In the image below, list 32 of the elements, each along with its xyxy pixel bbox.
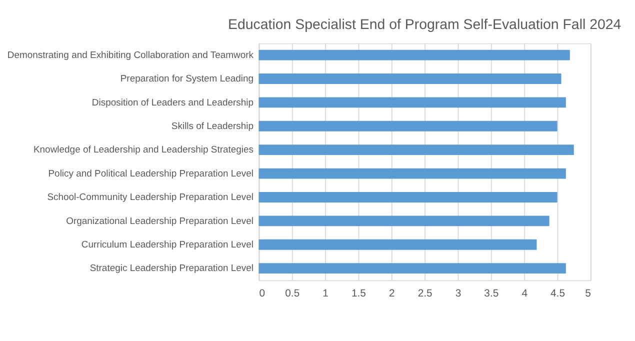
bar (258, 168, 566, 179)
bar (258, 239, 537, 250)
x-tick-label: 4.5 (550, 288, 566, 300)
y-tick-label: Organizational Leadership Preparation Level (66, 216, 254, 227)
x-tick-label: 1.5 (351, 288, 366, 300)
x-tick-label: 2 (389, 288, 395, 300)
bar (258, 216, 550, 226)
x-tick-label: 4 (522, 288, 528, 300)
chart-title: Education Specialist End of Program Self-Evaluation Fall 2024 (228, 17, 622, 33)
x-tick-label: 5 (585, 288, 592, 300)
x-tick-label: 3.5 (484, 288, 499, 300)
bar (258, 263, 566, 274)
y-tick-label: School-Community Leadership Preparation Level (47, 192, 254, 204)
y-tick-label: Policy and Political Leadership Preparation Level (48, 168, 254, 180)
y-tick-label: Knowledge of Leadership and Leadership Strategies (33, 144, 254, 156)
y-tick-label: Disposition of Leaders and Leadership (92, 97, 254, 108)
x-tick-label: 0 (259, 288, 266, 300)
y-tick-label: Demonstrating and Exhibiting Collaboration and Teamwork (7, 50, 254, 61)
bar (258, 74, 562, 84)
x-tick-label: 1 (322, 288, 329, 300)
bar (258, 144, 574, 156)
x-tick-label: 2.5 (418, 288, 433, 300)
x-tick-label: 3 (455, 288, 462, 300)
bar (258, 50, 570, 60)
bar (258, 192, 558, 202)
x-tick-label: 0.5 (285, 288, 300, 300)
y-tick-label: Skills of Leadership (171, 120, 254, 132)
y-tick-label: Curriculum Leadership Preparation Level (81, 239, 254, 250)
bar (258, 120, 558, 132)
y-tick-label: Preparation for System Leading (120, 74, 254, 85)
y-tick-label: Strategic Leadership Preparation Level (90, 263, 254, 274)
bar (258, 97, 566, 108)
